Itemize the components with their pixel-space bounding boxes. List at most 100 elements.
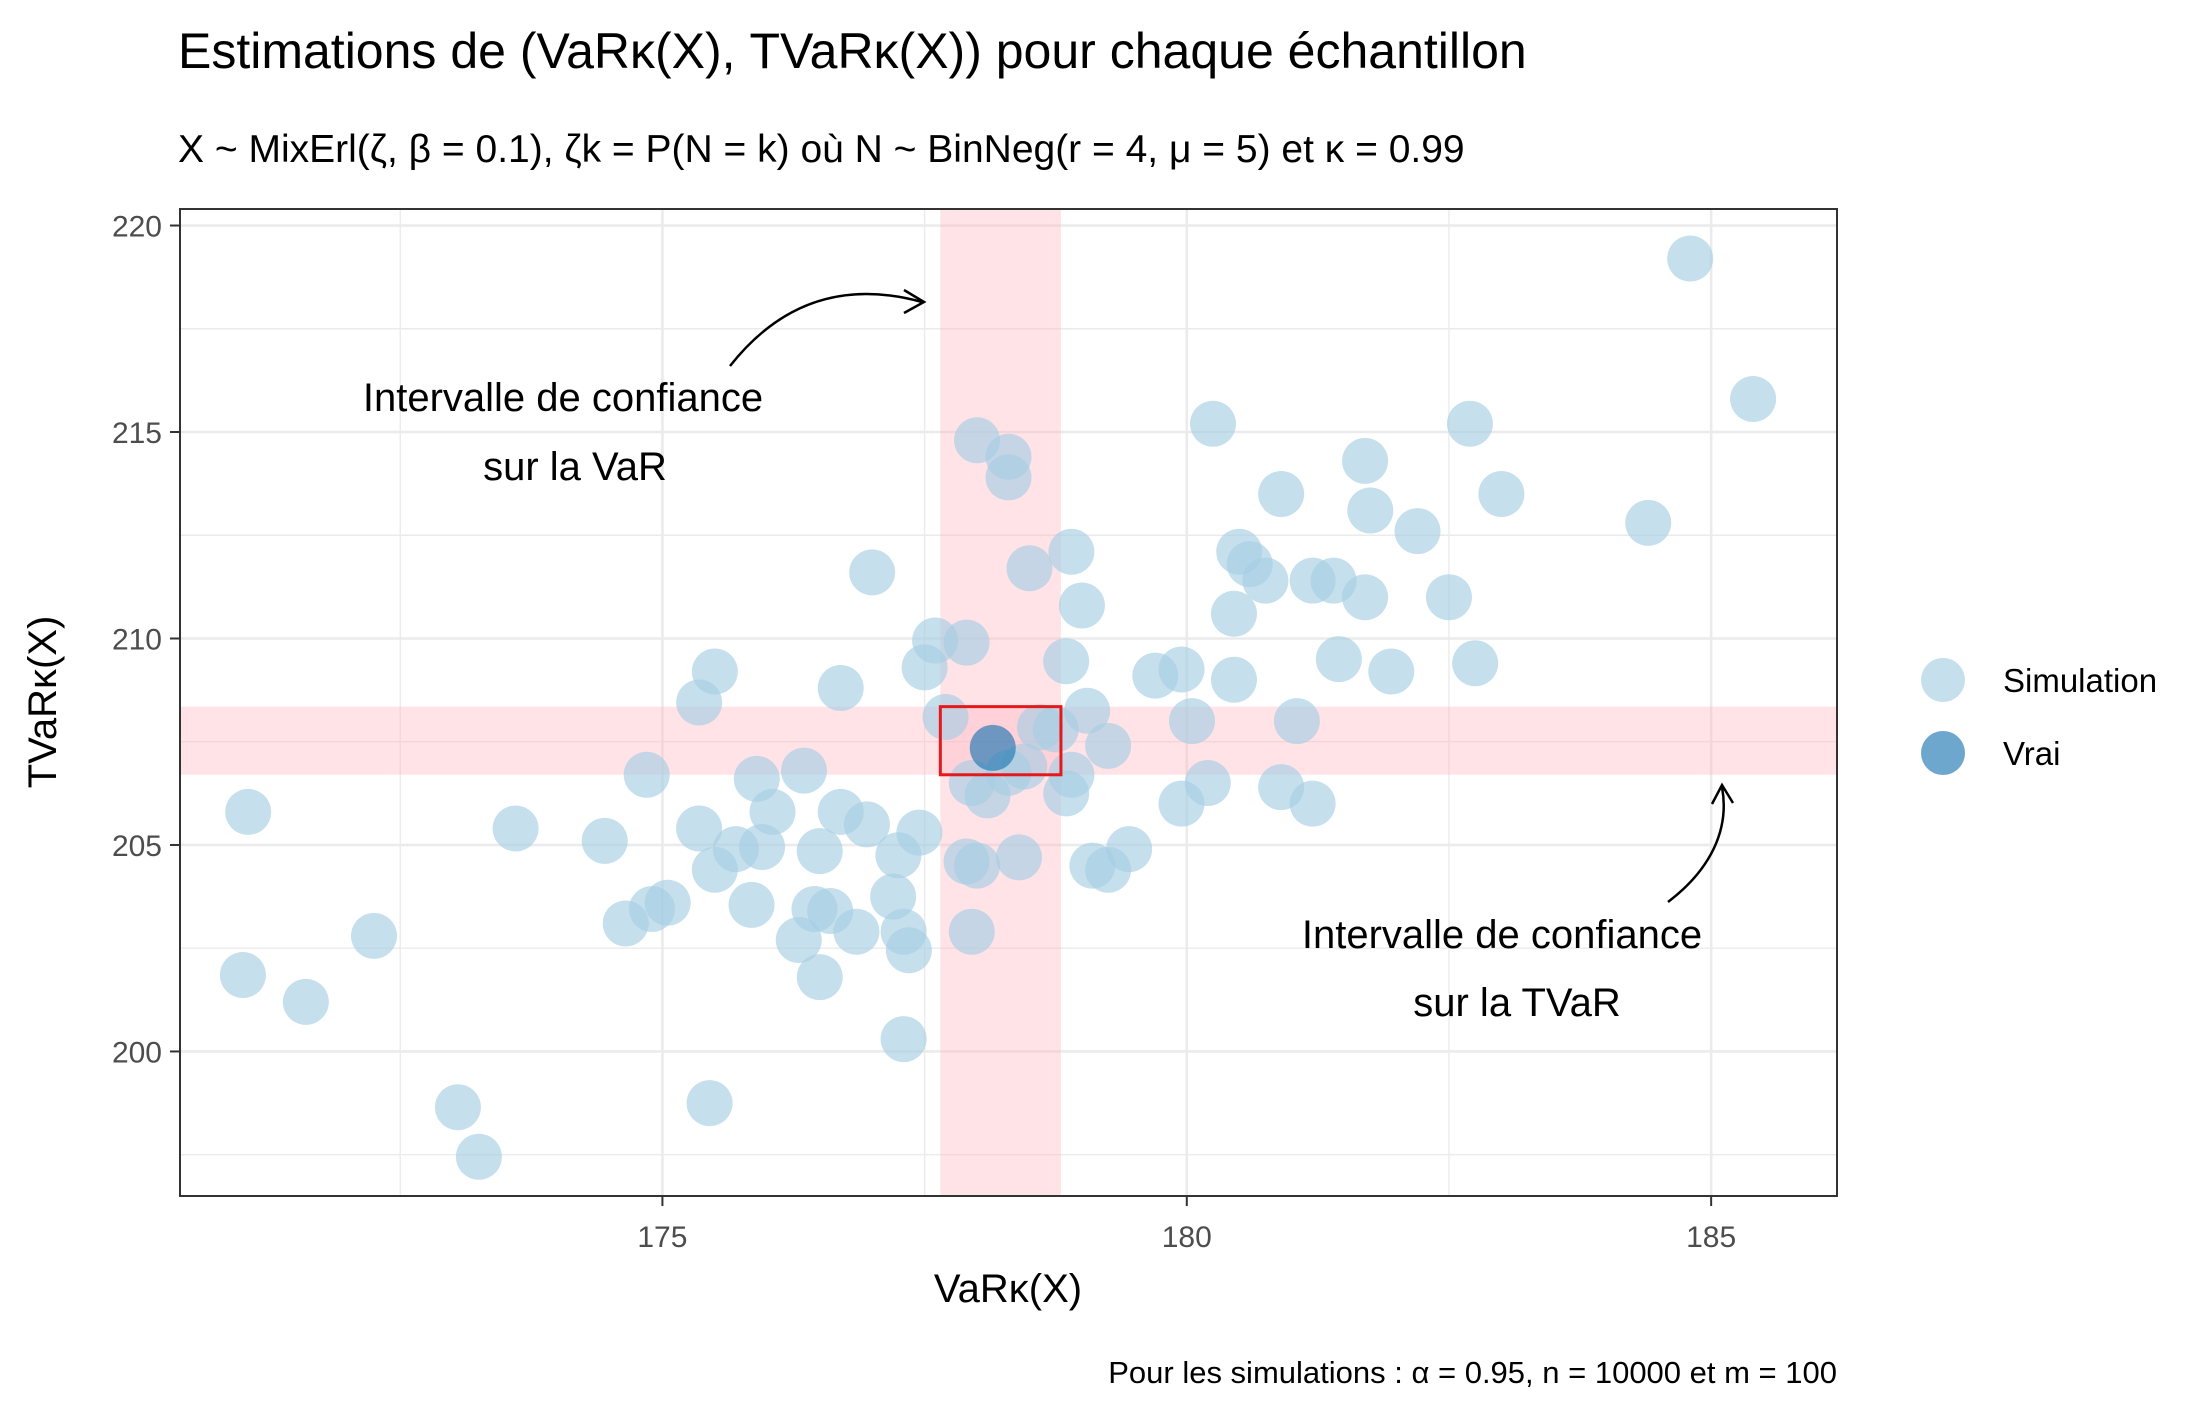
simulation-point bbox=[1625, 499, 1672, 546]
legend-key-simulation bbox=[1921, 658, 1965, 702]
y-tick-label: 220 bbox=[112, 211, 162, 244]
simulation-point bbox=[1446, 400, 1493, 447]
simulation-point bbox=[985, 454, 1032, 501]
intersection-box bbox=[938, 705, 1063, 777]
simulation-point bbox=[1190, 400, 1237, 447]
y-axis-title: TVaRκ(X) bbox=[21, 616, 65, 789]
simulation-point bbox=[885, 927, 932, 974]
simulation-point bbox=[775, 916, 822, 963]
scatter-points bbox=[219, 235, 1777, 1180]
simulation-point bbox=[1085, 722, 1132, 769]
simulation-point bbox=[1085, 846, 1132, 893]
chart-subtitle: X ~ MixErl(ζ, β = 0.1), ζk = P(N = k) où… bbox=[178, 128, 1465, 171]
annotation-tvar-arrow bbox=[1667, 786, 1725, 903]
confidence-intersection-box bbox=[938, 705, 1063, 777]
simulation-point bbox=[1289, 780, 1336, 827]
simulation-point bbox=[1315, 636, 1362, 683]
simulation-point bbox=[1158, 646, 1205, 693]
simulation-point bbox=[219, 952, 266, 999]
legend-label-vrai: Vrai bbox=[2003, 735, 2060, 772]
simulation-point bbox=[1342, 437, 1389, 484]
simulation-point bbox=[1425, 574, 1472, 621]
chart-title: Estimations de (VaRκ(X), TVaRκ(X)) pour … bbox=[178, 23, 1527, 79]
confidence-bands bbox=[180, 209, 1837, 1196]
legend-label-simulation: Simulation bbox=[2003, 662, 2157, 699]
simulation-point bbox=[686, 1080, 733, 1127]
simulation-point bbox=[581, 817, 628, 864]
y-axis: 200 205 210 215 220 bbox=[112, 211, 180, 1069]
x-tick-label: 175 bbox=[637, 1221, 687, 1254]
annotation-var-line-2: sur la VaR bbox=[483, 445, 667, 489]
simulation-point bbox=[623, 751, 670, 798]
simulation-point bbox=[849, 549, 896, 596]
annotation-tvar-line-1: Intervalle de confiance bbox=[1302, 913, 1702, 957]
y-tick-label: 210 bbox=[112, 623, 162, 656]
simulation-point bbox=[796, 954, 843, 1001]
simulation-point bbox=[1043, 638, 1090, 685]
true-value-point bbox=[969, 724, 1016, 771]
simulation-point bbox=[1043, 770, 1090, 817]
simulation-point bbox=[1452, 640, 1499, 687]
simulation-point bbox=[1242, 557, 1289, 604]
simulation-point bbox=[1169, 698, 1216, 745]
simulation-point bbox=[728, 881, 775, 928]
simulation-point bbox=[964, 772, 1011, 819]
simulation-point bbox=[676, 805, 723, 852]
simulation-point bbox=[1058, 582, 1105, 629]
plot-area bbox=[179, 208, 1838, 1197]
x-axis: 175 180 185 bbox=[637, 1196, 1736, 1254]
legend-key-vrai bbox=[1921, 731, 1965, 775]
annotation-tvar: Intervalle de confiance sur la TVaR bbox=[1302, 782, 1735, 1025]
simulation-point bbox=[1258, 470, 1305, 517]
simulation-point bbox=[943, 619, 990, 666]
simulation-point bbox=[282, 978, 329, 1025]
y-tick-label: 200 bbox=[112, 1036, 162, 1069]
simulation-point bbox=[922, 693, 969, 740]
x-axis-title: VaRκ(X) bbox=[934, 1267, 1082, 1311]
simulation-point bbox=[948, 908, 995, 955]
simulation-point bbox=[1667, 235, 1714, 282]
simulation-point bbox=[875, 832, 922, 879]
plot-border bbox=[179, 208, 1838, 1197]
simulation-point bbox=[1394, 508, 1441, 555]
simulation-point bbox=[691, 846, 738, 893]
simulation-point bbox=[739, 824, 786, 871]
annotation-var-line-1: Intervalle de confiance bbox=[363, 376, 763, 420]
annotation-var: Intervalle de confiance sur la VaR bbox=[363, 288, 927, 489]
simulation-point bbox=[796, 828, 843, 875]
simulation-point bbox=[901, 644, 948, 691]
annotation-tvar-arrowhead bbox=[1710, 782, 1735, 805]
simulation-point bbox=[1342, 574, 1389, 621]
legend: Simulation Vrai bbox=[1921, 658, 2157, 775]
simulation-point bbox=[351, 912, 398, 959]
simulation-point bbox=[870, 873, 917, 920]
simulation-point bbox=[817, 665, 864, 712]
simulation-point bbox=[676, 679, 723, 726]
x-tick-label: 180 bbox=[1162, 1221, 1212, 1254]
simulation-point bbox=[1210, 656, 1257, 703]
annotation-var-arrowhead bbox=[903, 288, 927, 315]
chart-caption: Pour les simulations : α = 0.95, n = 100… bbox=[1108, 1355, 1837, 1390]
simulation-point bbox=[1730, 375, 1777, 422]
simulation-point bbox=[780, 747, 827, 794]
simulation-point bbox=[954, 842, 1001, 889]
simulation-point bbox=[492, 805, 539, 852]
simulation-point bbox=[1210, 590, 1257, 637]
plot-background bbox=[180, 209, 1837, 1196]
simulation-point bbox=[1478, 470, 1525, 517]
simulation-point bbox=[602, 900, 649, 947]
simulation-point bbox=[1048, 528, 1095, 575]
simulation-point bbox=[1158, 780, 1205, 827]
y-tick-label: 215 bbox=[112, 417, 162, 450]
simulation-point bbox=[833, 908, 880, 955]
simulation-point bbox=[455, 1133, 502, 1180]
simulation-point bbox=[880, 1016, 927, 1063]
simulation-point bbox=[749, 788, 796, 835]
simulation-point bbox=[1032, 706, 1079, 753]
simulation-point bbox=[995, 834, 1042, 881]
x-tick-label: 185 bbox=[1686, 1221, 1736, 1254]
simulation-point bbox=[1368, 648, 1415, 695]
y-tick-label: 205 bbox=[112, 830, 162, 863]
simulation-point bbox=[1347, 487, 1394, 534]
annotation-var-arrow bbox=[729, 292, 923, 367]
